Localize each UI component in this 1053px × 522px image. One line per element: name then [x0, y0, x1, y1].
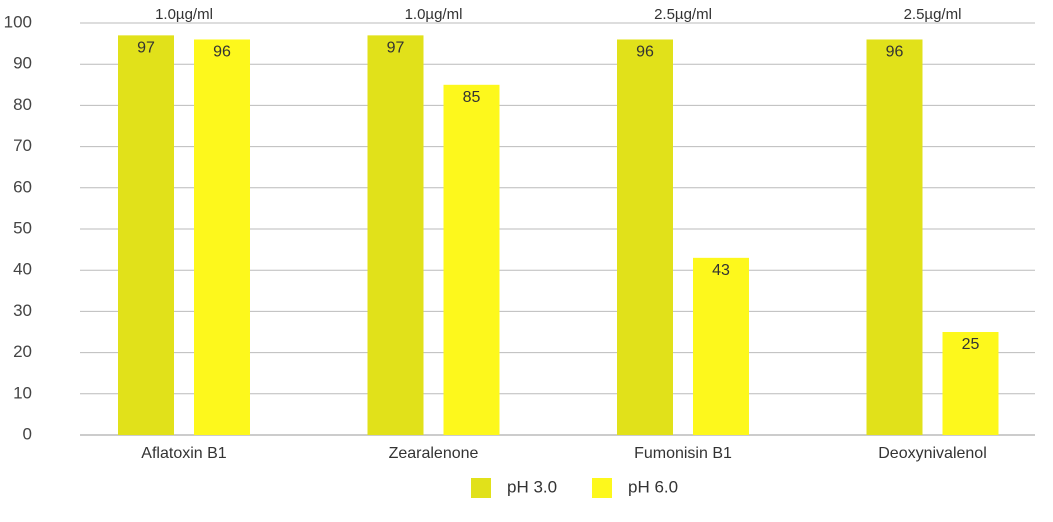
- x-tick-label: Zearalenone: [389, 445, 479, 462]
- bar: [118, 35, 174, 436]
- annotation: 1.0µg/ml: [155, 6, 213, 23]
- annotation: 2.5µg/ml: [654, 6, 712, 23]
- y-tick-label: 70: [13, 136, 32, 155]
- y-tick-label: 50: [13, 218, 32, 237]
- legend-label: pH 6.0: [628, 477, 678, 496]
- data-label: 43: [712, 262, 730, 279]
- data-label: 97: [387, 40, 405, 57]
- data-label: 96: [213, 44, 231, 61]
- legend-swatch: [592, 478, 612, 498]
- legend-label: pH 3.0: [507, 477, 557, 496]
- data-label: 25: [962, 336, 980, 353]
- x-tick-label: Aflatoxin B1: [141, 445, 226, 462]
- y-tick-label: 30: [13, 301, 32, 320]
- annotation: 2.5µg/ml: [904, 6, 962, 23]
- y-tick-label: 40: [13, 260, 32, 279]
- bar: [443, 84, 500, 436]
- data-label: 96: [886, 44, 904, 61]
- data-label: 85: [463, 89, 481, 106]
- bar: [693, 257, 749, 435]
- y-tick-label: 0: [23, 424, 32, 443]
- bar: [942, 332, 999, 435]
- bar: [367, 35, 424, 436]
- x-tick-label: Deoxynivalenol: [878, 445, 987, 462]
- bar: [617, 39, 673, 435]
- data-label: 96: [636, 44, 654, 61]
- x-tick-label: Fumonisin B1: [634, 445, 732, 462]
- bar: [866, 39, 923, 435]
- bar: [194, 39, 250, 435]
- y-tick-label: 80: [13, 95, 32, 114]
- y-tick-label: 90: [13, 54, 32, 73]
- annotation: 1.0µg/ml: [405, 6, 463, 23]
- y-tick-label: 60: [13, 177, 32, 196]
- y-tick-label: 10: [13, 383, 32, 402]
- data-label: 97: [137, 40, 155, 57]
- y-tick-label: 100: [4, 12, 32, 31]
- y-tick-label: 20: [13, 342, 32, 361]
- legend-swatch: [471, 478, 491, 498]
